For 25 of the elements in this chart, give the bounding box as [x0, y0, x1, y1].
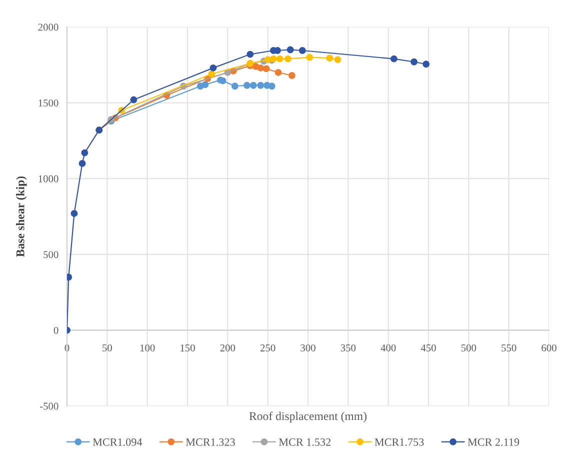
y-tick-label: 1500: [38, 99, 58, 107]
legend-label: MCR1.094: [92, 438, 142, 446]
x-tick-label: 600: [542, 344, 556, 352]
x-tick-label: 150: [180, 344, 195, 352]
y-tick-label: 2000: [38, 24, 58, 31]
y-tick-label: 1000: [38, 175, 58, 182]
x-tick-label: 350: [340, 344, 356, 352]
y-tick-label: 0: [54, 326, 58, 334]
legend-label: MCR1.323: [186, 438, 235, 446]
x-axis-title: Roof displacement (mm): [249, 412, 366, 423]
x-tick-label: 50: [102, 344, 112, 352]
x-tick-label: 400: [380, 344, 396, 352]
x-tick-label: 100: [140, 344, 155, 352]
x-tick-label: 300: [300, 344, 316, 352]
x-tick-label: 500: [461, 344, 476, 352]
y-axis-title: Base shear (kip): [16, 176, 27, 257]
x-tick-label: 250: [260, 344, 276, 352]
y-tick-label: -500: [40, 402, 58, 410]
x-tick-label: 450: [420, 344, 436, 352]
y-tick-label: 500: [44, 251, 58, 258]
legend-label: MCR 1.532: [278, 438, 331, 446]
legend-label: MCR 2.119: [468, 438, 520, 446]
legend-label: MCR1.753: [374, 438, 424, 446]
x-tick-label: 550: [502, 344, 516, 352]
x-tick-label: 200: [220, 344, 236, 352]
